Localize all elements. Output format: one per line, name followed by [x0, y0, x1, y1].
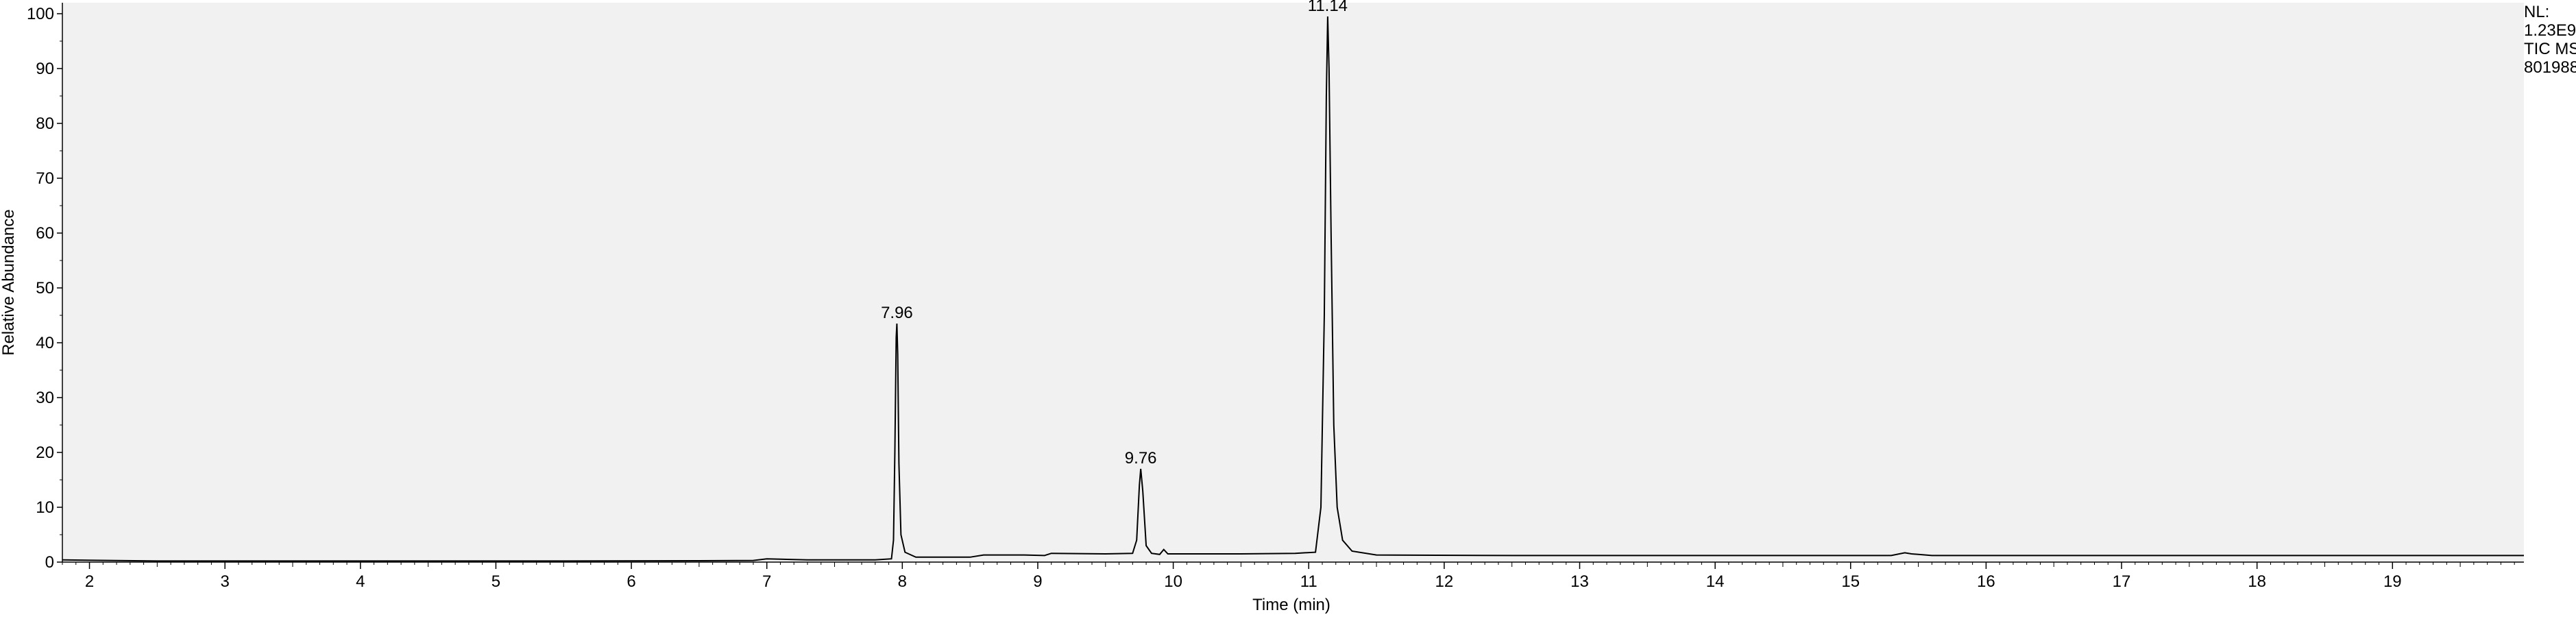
- y-tick-label: 90: [36, 60, 54, 78]
- x-axis-ticks: 2 3 4 5 6 7 8 9 10 11 12 13 14 15 16 17 18 19: [62, 562, 2515, 591]
- y-tick-label: 40: [36, 334, 54, 352]
- x-axis-title: Time (min): [1252, 596, 1330, 614]
- peak-label: 7.96: [881, 304, 913, 322]
- y-tick-label: 50: [36, 279, 54, 298]
- x-tick-label: 16: [1977, 572, 1995, 591]
- y-tick-label: 30: [36, 389, 54, 407]
- x-tick-label: 8: [898, 572, 907, 591]
- info-line-nl: NL:: [2524, 3, 2550, 21]
- x-tick-label: 7: [762, 572, 771, 591]
- x-tick-label: 12: [1435, 572, 1454, 591]
- x-tick-label: 18: [2248, 572, 2266, 591]
- x-tick-label: 19: [2383, 572, 2402, 591]
- x-tick-label: 15: [1841, 572, 1860, 591]
- x-tick-label: 14: [1706, 572, 1725, 591]
- info-line-file: 801988: [2524, 58, 2576, 77]
- y-axis-ticks: 0 10 20 30 40 50 60 70 80 90 100: [27, 5, 62, 572]
- peak-label: 9.76: [1125, 449, 1157, 468]
- x-tick-label: 17: [2113, 572, 2131, 591]
- x-tick-label: 13: [1570, 572, 1589, 591]
- y-tick-label: 100: [27, 5, 54, 23]
- y-tick-label: 70: [36, 169, 54, 188]
- x-tick-label: 6: [627, 572, 635, 591]
- y-tick-label: 20: [36, 444, 54, 462]
- x-tick-label: 3: [220, 572, 229, 591]
- x-tick-label: 10: [1164, 572, 1182, 591]
- plot-area: [62, 3, 2524, 562]
- x-tick-label: 2: [85, 572, 94, 591]
- x-tick-label: 5: [491, 572, 500, 591]
- peak-labels: 7.96 9.76 11.14: [881, 0, 1348, 468]
- y-tick-label: 10: [36, 498, 54, 517]
- y-tick-label: 60: [36, 224, 54, 243]
- x-tick-label: 4: [356, 572, 365, 591]
- info-line-scan: TIC MS: [2524, 40, 2576, 58]
- peak-label: 11.14: [1308, 0, 1348, 15]
- info-panel: NL: 1.23E9 TIC MS 801988: [2524, 3, 2576, 77]
- info-line-value: 1.23E9: [2524, 21, 2576, 40]
- y-tick-label: 0: [45, 553, 54, 572]
- x-tick-label: 9: [1033, 572, 1042, 591]
- tic-trace-line: [62, 16, 2524, 562]
- x-tick-label: 11: [1300, 572, 1317, 591]
- y-tick-label: 80: [36, 114, 54, 133]
- y-axis-title: Relative Abundance: [0, 209, 18, 356]
